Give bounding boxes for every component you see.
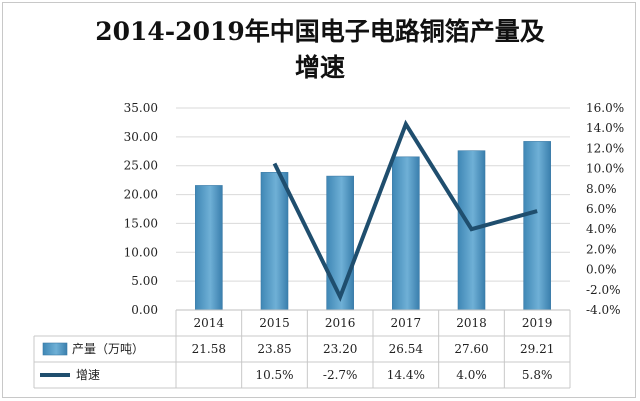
y-left-tick-label: 30.00 — [124, 130, 158, 144]
y-left-tick-label: 15.00 — [124, 216, 158, 230]
y-right-tick-label: 14.0% — [586, 121, 624, 135]
chart-title-line2: 增速 — [294, 53, 345, 82]
data-label-bar: 27.60 — [454, 342, 488, 356]
y-left-axis: 0.00 5.00 10.00 15.00 20.00 25.00 30.00 35.00 — [124, 101, 158, 317]
data-label-line: 14.4% — [387, 368, 425, 382]
y-right-tick-label: 6.0% — [586, 202, 617, 216]
bar — [392, 156, 420, 311]
x-tick-label: 2014 — [194, 316, 225, 330]
legend-line-label: 增速 — [76, 368, 100, 382]
bar — [326, 175, 354, 311]
y-right-axis: -4.0% -2.0% 0.0% 2.0% 4.0% 6.0% 8.0% 10.0% 12.0%… — [586, 101, 624, 317]
data-label-line: 4.0% — [456, 368, 487, 382]
line-group — [272, 119, 538, 302]
y-right-tick-label: 8.0% — [586, 182, 617, 196]
y-left-tick-label: 20.00 — [124, 188, 158, 202]
bar — [195, 185, 223, 311]
data-label-bar: 23.20 — [323, 342, 357, 356]
data-label-bar: 21.58 — [192, 342, 226, 356]
data-label-bar: 29.21 — [520, 342, 554, 356]
y-left-tick-label: 0.00 — [131, 303, 158, 317]
x-tick-label: 2018 — [456, 316, 487, 330]
y-right-tick-label: 4.0% — [586, 222, 617, 236]
y-right-tick-label: -2.0% — [586, 283, 621, 297]
data-label-line: 10.5% — [255, 368, 293, 382]
chart-title: 2014-2019年中国电子电路铜箔产量及 增速 — [0, 14, 640, 86]
data-label-line: -2.7% — [323, 368, 358, 382]
y-left-tick-label: 5.00 — [131, 274, 158, 288]
legend-bar-label: 产量（万吨） — [72, 342, 144, 356]
y-right-tick-label: 16.0% — [586, 101, 624, 115]
x-tick-label: 2019 — [522, 316, 553, 330]
y-left-tick-label: 35.00 — [124, 101, 158, 115]
data-table: 2014 2015 2016 2017 2018 2019 产量（万吨） 增速 21.58 23.… — [33, 309, 571, 389]
x-tick-label: 2017 — [391, 316, 422, 330]
y-right-tick-label: 2.0% — [586, 242, 617, 256]
y-left-tick-label: 25.00 — [124, 159, 158, 173]
chart-title-line1: 2014-2019年中国电子电路铜箔产量及 — [95, 17, 545, 46]
y-right-tick-label: -4.0% — [586, 303, 621, 317]
x-tick-label: 2015 — [259, 316, 290, 330]
y-right-tick-label: 10.0% — [586, 162, 624, 176]
data-label-bar: 23.85 — [257, 342, 291, 356]
y-right-tick-label: 0.0% — [586, 263, 617, 277]
y-left-tick-label: 10.00 — [124, 245, 158, 259]
bar — [523, 141, 551, 311]
data-label-bar: 26.54 — [389, 342, 424, 356]
x-tick-label: 2016 — [325, 316, 356, 330]
bars-group — [195, 141, 551, 311]
data-label-line: 5.8% — [522, 368, 553, 382]
y-right-tick-label: 12.0% — [586, 141, 624, 155]
bar — [260, 172, 289, 311]
legend-bar-key — [42, 342, 68, 356]
